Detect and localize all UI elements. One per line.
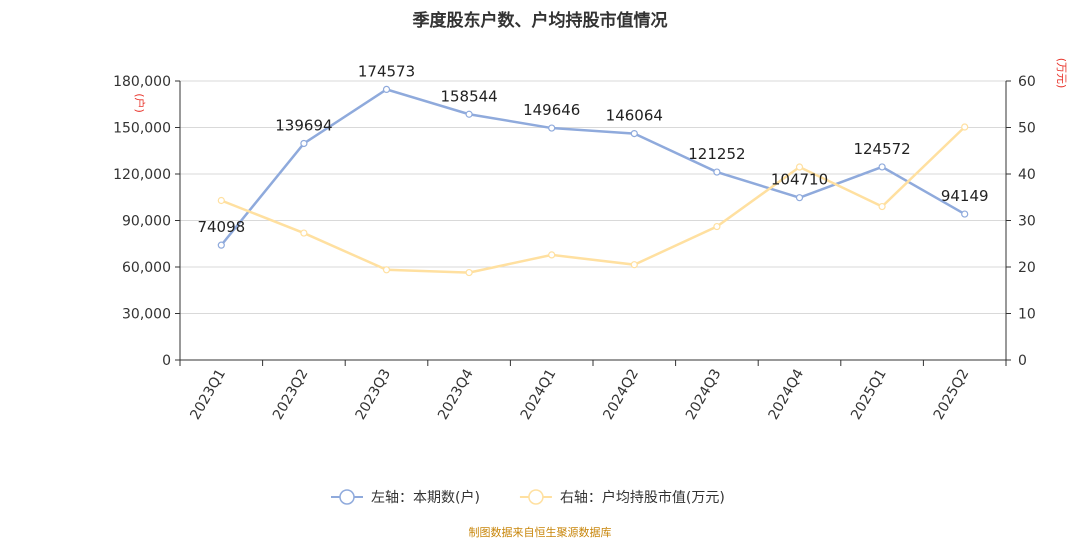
series-2-point[interactable] <box>217 196 225 205</box>
series-line-1 <box>220 88 966 246</box>
series-2-point[interactable] <box>548 251 556 259</box>
series-1-point[interactable] <box>217 241 225 249</box>
series-1-point[interactable] <box>300 139 308 148</box>
legend-label: 左轴：本期数(户) <box>371 489 480 506</box>
series-1-point[interactable] <box>630 130 638 138</box>
x-axis-tick-label: 2025Q1 <box>848 366 890 422</box>
legend-item-2[interactable]: 右轴：户均持股市值(万元) <box>519 489 725 506</box>
series-1-data-label: 121252 <box>688 145 745 163</box>
left-axis-tick-label: 150,000 <box>113 121 171 137</box>
series-2-point[interactable] <box>630 261 638 269</box>
x-axis-tick-label: 2025Q2 <box>931 366 973 422</box>
series-1-point[interactable] <box>878 163 886 171</box>
right-axis-tick-label: 40 <box>1018 167 1036 183</box>
left-axis-tick-label: 120,000 <box>113 167 171 183</box>
right-axis-tick-label: 0 <box>1018 353 1027 369</box>
series-2-point[interactable] <box>961 123 969 131</box>
right-axis-tick-label: 10 <box>1018 307 1036 323</box>
series-1-data-label: 104710 <box>771 171 828 189</box>
series-1-data-label: 94149 <box>941 187 989 205</box>
right-axis-unit-label: (万元) <box>1055 58 1068 89</box>
x-axis-tick-label: 2023Q1 <box>187 366 229 422</box>
right-axis-tick-label: 60 <box>1018 74 1036 90</box>
series-1-data-label: 74098 <box>197 218 245 236</box>
legend-label: 右轴：户均持股市值(万元) <box>560 489 725 506</box>
series-2-point[interactable] <box>713 222 721 231</box>
series-2-point[interactable] <box>382 266 391 274</box>
series-1-data-label: 158544 <box>440 87 497 105</box>
right-axis-tick-label: 20 <box>1018 260 1036 276</box>
series-1-point[interactable] <box>465 110 473 118</box>
legend-item-1[interactable]: 左轴：本期数(户) <box>331 489 480 506</box>
left-axis-tick-label: 90,000 <box>122 214 171 230</box>
x-axis-tick-label: 2023Q4 <box>435 366 477 422</box>
gridlines <box>180 80 1006 314</box>
legend[interactable]: 左轴：本期数(户) 右轴：户均持股市值(万元) <box>331 489 725 506</box>
x-axis-tick-label: 2023Q2 <box>270 366 312 422</box>
x-axis-tick-label: 2024Q4 <box>766 366 808 422</box>
right-axis-tick-label: 30 <box>1018 214 1036 230</box>
series-1-data-label: 174573 <box>358 62 415 80</box>
series-1-point[interactable] <box>961 210 969 218</box>
left-axis-tick-label: 0 <box>162 353 171 369</box>
series-1-point[interactable] <box>548 124 556 132</box>
axes: 0 30,000 60,000 90,000 120,000 150,000 180,000… <box>113 58 1068 423</box>
chart-title: 季度股东户数、户均持股市值情况 <box>412 11 668 31</box>
series-1-data-label: 149646 <box>523 101 580 119</box>
series-1-point[interactable] <box>713 168 721 176</box>
x-axis-tick-label: 2024Q1 <box>518 366 560 422</box>
legend-marker-icon <box>528 489 544 505</box>
series-line-2 <box>220 126 966 274</box>
series-1-data-label: 146064 <box>606 107 663 125</box>
left-axis-tick-label: 180,000 <box>113 74 171 90</box>
series-1-data-label: 139694 <box>275 116 332 134</box>
series-2-point[interactable] <box>878 202 886 211</box>
left-axis-tick-label: 30,000 <box>122 307 171 323</box>
x-axis-tick-label: 2024Q3 <box>683 366 725 422</box>
series-2-point[interactable] <box>795 163 804 171</box>
series-1-point[interactable] <box>795 194 804 202</box>
x-axis-tick-label: 2023Q3 <box>353 366 395 422</box>
left-axis-tick-label: 60,000 <box>122 260 171 276</box>
series-1-data-label: 124572 <box>853 140 910 158</box>
data-labels: 74098 139694 174573 158544 149646 146064 12125… <box>197 62 988 236</box>
legend-marker-icon <box>339 489 355 505</box>
series-2-point[interactable] <box>300 229 308 237</box>
series-2-point[interactable] <box>465 268 473 277</box>
series-1-point[interactable] <box>382 85 391 94</box>
x-axis-tick-label: 2024Q2 <box>600 366 642 422</box>
right-axis-tick-label: 50 <box>1018 121 1036 137</box>
series-lines <box>217 85 969 277</box>
left-axis-unit-label: (户) <box>133 93 147 113</box>
source-footer: 制图数据来自恒生聚源数据库 <box>468 526 612 539</box>
